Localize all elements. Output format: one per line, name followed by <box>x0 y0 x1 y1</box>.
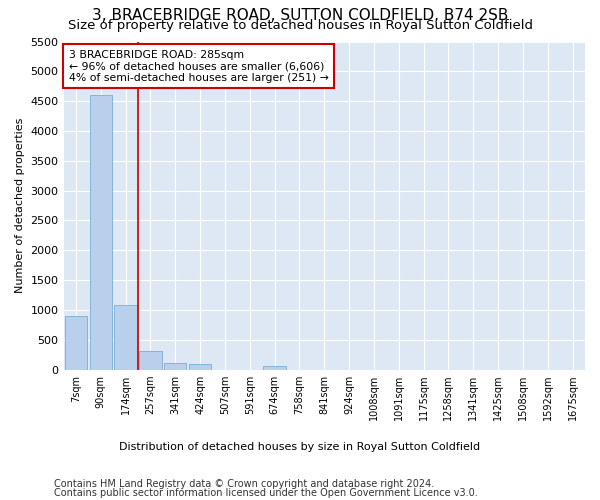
Bar <box>115 305 137 370</box>
Bar <box>164 363 187 370</box>
Text: Distribution of detached houses by size in Royal Sutton Coldfield: Distribution of detached houses by size … <box>119 442 481 452</box>
Bar <box>263 366 286 370</box>
Text: 3 BRACEBRIDGE ROAD: 285sqm
← 96% of detached houses are smaller (6,606)
4% of se: 3 BRACEBRIDGE ROAD: 285sqm ← 96% of deta… <box>69 50 329 83</box>
Bar <box>65 316 87 370</box>
Bar <box>139 351 161 370</box>
Text: Contains public sector information licensed under the Open Government Licence v3: Contains public sector information licen… <box>54 488 478 498</box>
Text: 3, BRACEBRIDGE ROAD, SUTTON COLDFIELD, B74 2SB: 3, BRACEBRIDGE ROAD, SUTTON COLDFIELD, B… <box>92 8 508 22</box>
Y-axis label: Number of detached properties: Number of detached properties <box>15 118 25 294</box>
Text: Size of property relative to detached houses in Royal Sutton Coldfield: Size of property relative to detached ho… <box>67 19 533 32</box>
Bar <box>189 364 211 370</box>
Text: Contains HM Land Registry data © Crown copyright and database right 2024.: Contains HM Land Registry data © Crown c… <box>54 479 434 489</box>
Bar <box>89 95 112 369</box>
